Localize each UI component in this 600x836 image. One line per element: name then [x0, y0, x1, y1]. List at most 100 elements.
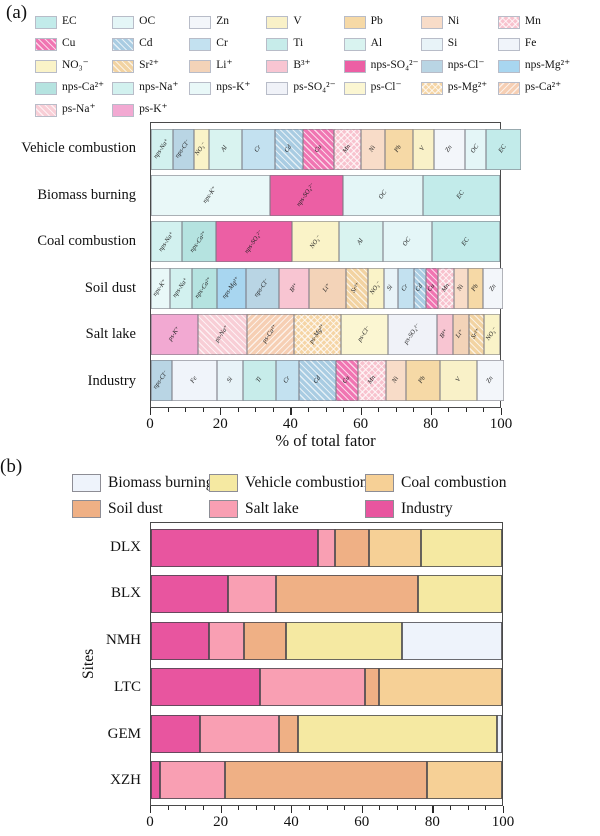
segment-label: Sr²⁺	[350, 281, 363, 295]
segment-label: OC	[401, 235, 413, 248]
segment-sr2p: Sr²⁺	[345, 267, 369, 309]
segment-ps-nap: ps-Na⁺	[198, 313, 247, 355]
segment-salt-lake	[317, 529, 336, 567]
legend-item-cr: Cr	[189, 37, 266, 51]
minor-tick	[238, 806, 240, 810]
minor-tick	[414, 806, 416, 810]
segment-label: Pb	[417, 375, 428, 385]
segment-nps-so42n: nps-SO₄²⁻	[215, 221, 293, 263]
segment-ps-so42n: ps-SO₄²⁻	[388, 313, 438, 355]
segment-no3n: NO₃⁻	[194, 129, 209, 170]
segment-nps-cln: nps-Cl⁻	[246, 267, 280, 309]
segment-al: Al	[208, 129, 242, 170]
segment-label: Al	[356, 237, 366, 246]
segment-cr: Cr	[276, 359, 300, 401]
minor-tick	[450, 806, 452, 810]
segment-label: nps-Mg²⁺	[220, 275, 241, 300]
tick-label-0: 0	[146, 814, 154, 830]
segment-label: OC	[376, 189, 388, 201]
segment-ps-cln: ps-Cl⁻	[341, 313, 389, 355]
segment-mn: Mn	[358, 359, 387, 401]
major-tick	[430, 408, 433, 415]
legend-item-industry: Industry	[365, 500, 525, 518]
legend-swatch-nps-ca2p-icon	[35, 81, 57, 95]
segment-label: nps-Na⁺	[171, 276, 190, 299]
segment-v: V	[440, 359, 478, 401]
legend-label: nps-K⁺	[216, 81, 251, 94]
legend-item-ec: EC	[35, 15, 112, 29]
segment-nps-mg2p: nps-Mg²⁺	[216, 267, 247, 309]
legend-item-sr2p: Sr²⁺	[112, 59, 189, 73]
legend-item-nps-cln: nps-Cl⁻	[420, 59, 498, 73]
legend-label: Ni	[447, 15, 460, 28]
segment-label: B³⁺	[288, 281, 300, 294]
site-label-dlx: DLX	[110, 538, 141, 555]
minor-tick	[308, 806, 310, 810]
legend-label: NO₃⁻	[62, 59, 89, 72]
segment-label: nps-Na⁺	[156, 230, 176, 253]
legend-item-ps-cln: ps-Cl⁻	[343, 81, 421, 95]
segment-fe: Fe	[171, 359, 218, 401]
legend-label: V	[293, 15, 302, 28]
segment-nps-so42n: nps-SO₄²⁻	[269, 175, 343, 217]
segment-label: nps-K⁺	[201, 185, 219, 206]
segment-cd: Cd	[413, 267, 426, 309]
segment-label: Cr	[400, 282, 411, 293]
segment-label: Mn	[341, 143, 353, 155]
category-label-salt-lake: Salt lake	[85, 326, 136, 343]
segment-salt-lake	[159, 760, 225, 799]
segment-soil-dust	[335, 529, 369, 567]
legend-label: OC	[139, 15, 156, 28]
segment-label: NO₃⁻	[484, 325, 499, 342]
legend-item-nps-so42n: nps-SO₄²⁻	[343, 59, 421, 73]
segment-label: Si	[386, 283, 395, 292]
segment-cd: Cd	[275, 129, 303, 170]
segment-soil-dust	[279, 714, 299, 753]
legend-swatch-al-icon	[343, 37, 366, 51]
legend-label: Ti	[293, 37, 304, 50]
minor-tick	[485, 806, 487, 810]
legend-item-ps-ca2p: ps-Ca²⁺	[497, 81, 575, 95]
segment-zn: Zn	[483, 267, 503, 309]
segment-label: Ni	[390, 375, 400, 385]
legend-swatch-zn-icon	[189, 15, 212, 29]
legend-label: ps-Cl⁻	[370, 81, 402, 94]
legend-swatch-sr2p-icon	[112, 59, 135, 73]
segment-label: Zn	[487, 282, 498, 293]
minor-tick	[326, 806, 328, 810]
segment-vehicle-combustion	[286, 621, 402, 660]
legend-label: Al	[370, 37, 383, 50]
major-tick	[360, 408, 362, 415]
legend-item-ni: Ni	[420, 15, 498, 29]
legend-item-pb: Pb	[343, 15, 421, 29]
panel-b-plot	[150, 522, 503, 806]
major-tick	[220, 806, 222, 813]
segment-label: Cd	[311, 374, 322, 386]
minor-tick	[379, 806, 381, 810]
minor-tick	[378, 408, 380, 412]
segment-no3n: NO₃⁻	[292, 221, 340, 263]
segment-industry	[151, 668, 260, 707]
segment-label: Mn	[439, 282, 451, 294]
segment-sr2p: Sr²⁺	[468, 313, 485, 355]
segment-nps-ca2p: nps-Ca²⁺	[192, 267, 217, 309]
segment-label: Cr	[252, 144, 263, 154]
segment-v: V	[412, 129, 434, 170]
legend-swatch-vehicle-combustion-icon	[209, 474, 238, 492]
legend-swatch-nps-kp-icon	[189, 81, 212, 95]
panel-a-label: (a)	[6, 2, 28, 23]
segment-biomass-burning	[401, 621, 502, 660]
legend-item-b3p: B³⁺	[266, 59, 343, 73]
legend-swatch-b3p-icon	[266, 59, 289, 73]
segment-biomass-burning	[496, 714, 502, 753]
segment-label: EC	[460, 236, 471, 247]
panel-b-x-axis: 0 20 40 60 80 100	[146, 806, 514, 836]
segment-zn: Zn	[433, 129, 466, 170]
segment-label: NO₃⁻	[193, 141, 208, 158]
legend-swatch-oc-icon	[112, 15, 135, 29]
segment-vehicle-combustion	[298, 714, 497, 753]
legend-item-soil-dust: Soil dust	[72, 500, 209, 518]
segment-label: Al	[220, 144, 230, 154]
legend-item-coal-combustion: Coal combustion	[365, 474, 525, 492]
minor-tick	[255, 806, 257, 810]
